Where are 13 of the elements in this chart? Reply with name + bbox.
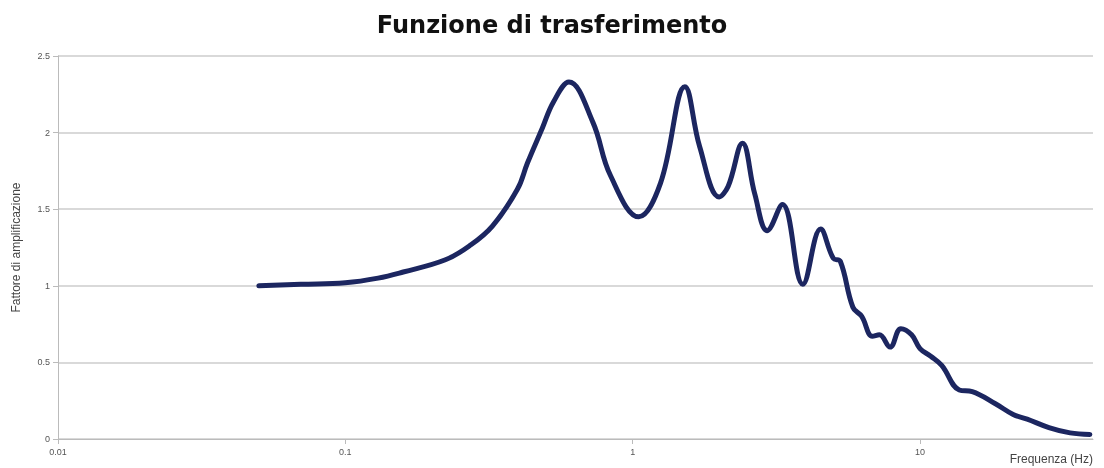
- y-tick-label: 1: [44, 280, 50, 291]
- y-tick-label: 2: [44, 127, 50, 138]
- x-tick-label: 0.1: [339, 446, 352, 457]
- chart-title: Funzione di trasferimento: [376, 11, 728, 39]
- y-tick-label: 0.5: [37, 357, 50, 368]
- x-tick-label: 0.01: [49, 446, 67, 457]
- y-tick-label: 0: [44, 434, 50, 444]
- y-tick-label: 2.5: [37, 51, 50, 61]
- y-axis-title: Fattore di amplificazione: [9, 182, 23, 313]
- x-axis-title: Frequenza (Hz): [1009, 452, 1093, 466]
- x-tick-label: 1: [630, 446, 636, 457]
- x-tick-label: 10: [915, 446, 926, 457]
- y-tick-label: 1.5: [37, 204, 50, 215]
